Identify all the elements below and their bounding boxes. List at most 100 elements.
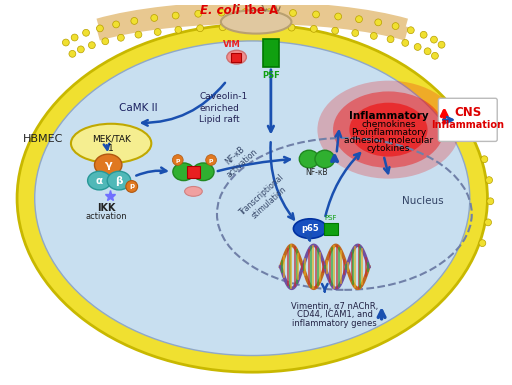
Text: NF-κB: NF-κB [306, 168, 328, 177]
Ellipse shape [333, 91, 444, 168]
Circle shape [310, 25, 317, 32]
Circle shape [151, 15, 158, 22]
Text: chemokines: chemokines [361, 120, 416, 129]
Circle shape [355, 16, 362, 23]
Text: p65: p65 [301, 224, 319, 233]
Circle shape [96, 25, 103, 32]
Circle shape [375, 19, 381, 26]
Circle shape [487, 198, 494, 205]
Circle shape [288, 24, 295, 31]
Circle shape [69, 50, 76, 57]
Circle shape [424, 48, 431, 55]
Text: E. coli: E. coli [200, 3, 240, 17]
Ellipse shape [95, 154, 122, 176]
Ellipse shape [17, 24, 487, 372]
Text: Nucleus: Nucleus [402, 196, 443, 206]
Circle shape [154, 28, 161, 35]
Circle shape [126, 181, 138, 192]
Ellipse shape [185, 186, 202, 196]
Circle shape [485, 219, 492, 226]
Text: Transcriptional
stimulation: Transcriptional stimulation [239, 172, 293, 224]
Ellipse shape [107, 171, 131, 190]
Circle shape [77, 46, 84, 53]
Text: VIM: VIM [223, 40, 241, 49]
Bar [263, 40, 279, 67]
Circle shape [71, 34, 78, 41]
Circle shape [420, 31, 427, 38]
Circle shape [486, 177, 493, 184]
Circle shape [195, 10, 202, 17]
Ellipse shape [349, 103, 428, 157]
Bar [324, 223, 337, 236]
Circle shape [402, 40, 409, 46]
Text: α: α [96, 176, 103, 186]
Circle shape [173, 155, 183, 166]
Circle shape [438, 41, 445, 48]
Circle shape [117, 34, 124, 41]
Ellipse shape [193, 163, 214, 181]
Circle shape [135, 31, 142, 38]
Circle shape [242, 23, 249, 30]
Circle shape [370, 32, 377, 39]
Text: β: β [115, 176, 123, 186]
Circle shape [387, 36, 394, 43]
Circle shape [113, 21, 119, 28]
Circle shape [172, 12, 179, 19]
Text: PSF: PSF [325, 215, 337, 221]
Ellipse shape [300, 150, 319, 168]
Circle shape [313, 11, 319, 18]
Circle shape [175, 27, 182, 33]
Circle shape [82, 29, 90, 36]
Circle shape [481, 156, 488, 162]
Text: p: p [129, 184, 134, 189]
Circle shape [431, 36, 437, 43]
Circle shape [218, 9, 225, 16]
Circle shape [392, 23, 399, 30]
Text: Proinflammatory: Proinflammatory [351, 128, 426, 137]
Ellipse shape [315, 150, 334, 168]
Text: MEK/TAK: MEK/TAK [92, 135, 131, 144]
Ellipse shape [88, 171, 111, 190]
Text: NF-κB
activation: NF-κB activation [218, 139, 259, 179]
Circle shape [352, 30, 359, 37]
Text: activation: activation [86, 213, 127, 221]
Bar [231, 53, 242, 62]
Text: Caveolin-1
enriched
Lipid raft: Caveolin-1 enriched Lipid raft [199, 92, 248, 124]
Ellipse shape [35, 41, 470, 355]
Circle shape [479, 240, 486, 246]
Circle shape [432, 52, 438, 59]
Text: CaMK II: CaMK II [119, 103, 158, 113]
FancyBboxPatch shape [438, 98, 497, 141]
Circle shape [102, 38, 109, 45]
Circle shape [131, 17, 138, 24]
Circle shape [197, 25, 204, 32]
Text: Vimentin, α7 nAChR,: Vimentin, α7 nAChR, [291, 301, 378, 311]
Ellipse shape [293, 219, 327, 238]
Text: γ: γ [104, 160, 112, 170]
Text: inflammatory genes: inflammatory genes [292, 319, 377, 328]
Circle shape [265, 23, 272, 30]
Text: CNS: CNS [454, 107, 481, 119]
Bar [186, 166, 200, 177]
Circle shape [62, 39, 69, 46]
Circle shape [332, 27, 338, 34]
Circle shape [206, 155, 217, 166]
Circle shape [89, 42, 95, 49]
Circle shape [242, 8, 249, 15]
Circle shape [290, 10, 296, 17]
Ellipse shape [317, 80, 459, 179]
Ellipse shape [227, 50, 246, 64]
Ellipse shape [71, 124, 152, 163]
Circle shape [266, 9, 273, 16]
Text: Ibe A: Ibe A [241, 3, 279, 17]
Ellipse shape [221, 10, 291, 33]
Text: HBMEC: HBMEC [23, 134, 63, 144]
Text: adhesion molecular: adhesion molecular [344, 136, 433, 145]
Text: Inflammation: Inflammation [431, 120, 504, 130]
Text: 1: 1 [108, 144, 114, 153]
Circle shape [219, 24, 226, 31]
Text: IKK: IKK [97, 203, 116, 213]
Text: p: p [209, 157, 214, 162]
Circle shape [408, 27, 414, 33]
Text: cytokines: cytokines [367, 144, 410, 153]
